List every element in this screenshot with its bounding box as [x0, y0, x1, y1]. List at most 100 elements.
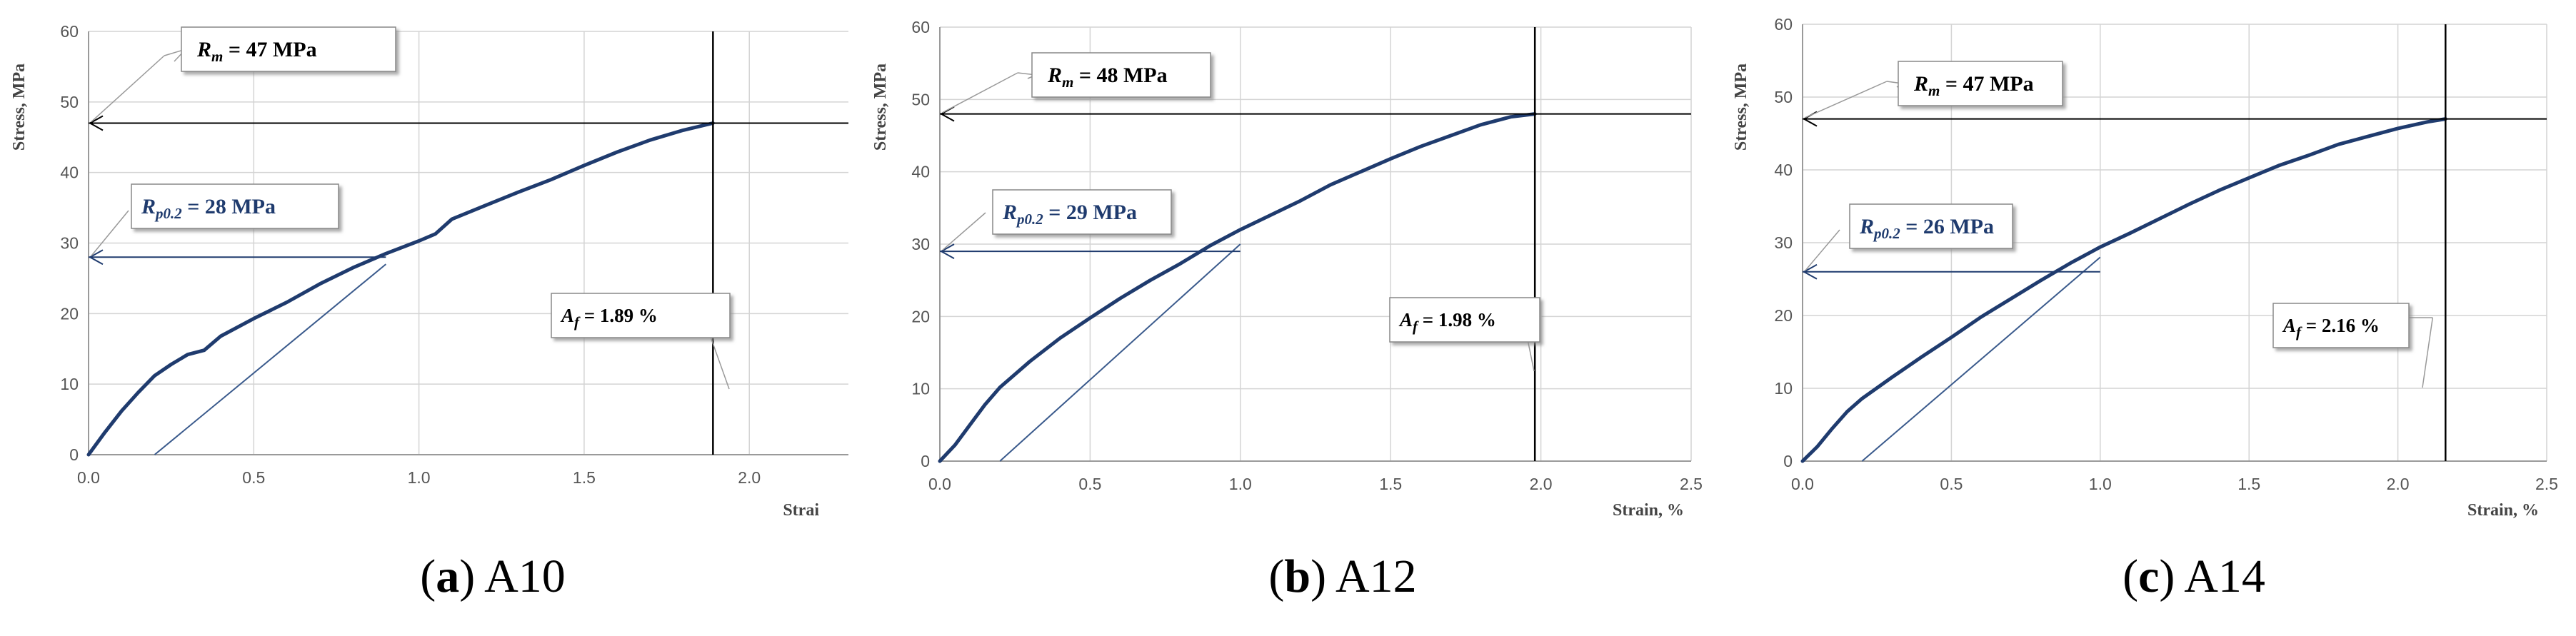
- x-tick-label: 2.5: [1680, 475, 1703, 493]
- af-label-symbol: A: [1398, 309, 1413, 330]
- rm-label: Rm = 47 MPa: [1913, 72, 2034, 99]
- rp-label-value: = 28 MPa: [182, 195, 276, 218]
- rp-label: Rp0.2 = 26 MPa: [1859, 215, 1994, 242]
- y-tick-label: 40: [60, 163, 79, 182]
- y-tick-label: 50: [1774, 88, 1793, 106]
- rm-label-value: = 47 MPa: [1940, 72, 2033, 96]
- chart-panel-a10: 0 10 20 30 40 50 60 0.0 0.5 1.0 1.5 2.0 Stress, MPa S…: [10, 22, 848, 520]
- x-tick-label: 2.0: [738, 468, 761, 487]
- x-axis-title: Strain, %: [1613, 501, 1684, 520]
- rm-callout-box: [181, 26, 396, 72]
- rp-label-symbol: R: [141, 195, 156, 218]
- rm-callout-box: [1031, 52, 1211, 98]
- rp-label-value: = 29 MPa: [1043, 201, 1137, 224]
- x-tick-label: 1.5: [1379, 475, 1402, 493]
- af-callout-leader: [2422, 317, 2434, 388]
- rm-callout-leader: [91, 55, 165, 123]
- caption-a10: (a) A10: [420, 550, 566, 602]
- y-tick-label: 60: [60, 22, 79, 41]
- y-axis-title: Stress, MPa: [1732, 64, 1750, 151]
- y-tick-label: 0: [1783, 452, 1793, 470]
- rp-label-subscript: p0.2: [154, 205, 182, 222]
- chart-panel-a12: 0 10 20 30 40 50 60 0.0 0.5 1.0 1.5 2.0 2.5 Stress, M…: [871, 18, 1703, 520]
- x-tick-label: 0.5: [242, 468, 265, 487]
- caption-sample: A12: [1335, 550, 1417, 602]
- x-tick-label: 2.5: [2535, 475, 2558, 493]
- af-label-value: = 2.16 %: [2301, 315, 2380, 336]
- af-label: Af = 1.98 %: [1398, 309, 1496, 335]
- x-axis-title: Strain, %: [2467, 501, 2539, 520]
- x-tick-label: 0.5: [1078, 475, 1101, 493]
- caption-letter: a: [436, 550, 460, 602]
- af-label-subscript: f: [574, 313, 581, 330]
- rm-callout-box: [1898, 61, 2063, 106]
- rm-callout-leader: [942, 72, 1018, 113]
- chart-panel-a14: 0 10 20 30 40 50 60 0.0 0.5 1.0 1.5 2.0 2.5 Stress, M…: [1732, 15, 2558, 520]
- af-callout-box: [2272, 303, 2410, 348]
- x-axis-title: Strai: [783, 501, 819, 520]
- y-tick-label: 0: [921, 452, 930, 470]
- rp-label-symbol: R: [1859, 215, 1874, 238]
- offset-line: [154, 263, 386, 455]
- af-callout-box: [551, 293, 731, 338]
- x-tick-label: 1.0: [408, 468, 431, 487]
- rm-callout-leader: [1805, 81, 1888, 118]
- y-axis-title: Stress, MPa: [871, 64, 890, 151]
- rm-label-symbol: R: [1913, 72, 1928, 96]
- x-tick-label: 1.5: [573, 468, 596, 487]
- rp-arrow-head: [939, 243, 955, 260]
- stress-strain-curve: [938, 112, 1537, 463]
- rm-label-subscript: m: [1062, 74, 1073, 91]
- stress-strain-curve: [1800, 117, 2447, 463]
- x-tick-label: 1.5: [2237, 475, 2260, 493]
- y-tick-label: 30: [1774, 233, 1793, 252]
- y-tick-label: 10: [1774, 379, 1793, 398]
- af-callout-box: [1389, 297, 1540, 343]
- y-tick-label: 30: [60, 234, 79, 253]
- rp-callout-box: [992, 189, 1172, 235]
- af-label-subscript: f: [1413, 318, 1419, 335]
- rm-label-subscript: m: [1928, 82, 1940, 99]
- rp-callout-leader: [942, 212, 986, 251]
- y-tick-label: 30: [911, 235, 930, 253]
- rp-callout-box: [131, 183, 339, 229]
- rm-label-value: = 48 MPa: [1073, 64, 1167, 87]
- caption-sample: A14: [2184, 550, 2265, 602]
- rp-arrow-head: [88, 249, 104, 266]
- rp-label: Rp0.2 = 29 MPa: [1002, 201, 1137, 228]
- x-tick-label: 0.0: [77, 468, 100, 487]
- y-tick-label: 60: [1774, 15, 1793, 34]
- stress-strain-curve: [86, 121, 715, 457]
- rm-label: Rm = 47 MPa: [196, 38, 317, 65]
- y-tick-label: 50: [60, 93, 79, 111]
- x-tick-label: 0.0: [928, 475, 951, 493]
- x-tick-label: 0.5: [1940, 475, 1963, 493]
- af-label: Af = 2.16 %: [2282, 315, 2380, 340]
- rp-label-subscript: p0.2: [1873, 225, 1900, 242]
- offset-line: [1861, 256, 2101, 462]
- offset-line: [999, 243, 1241, 462]
- rp-label-value: = 26 MPa: [1900, 215, 1994, 238]
- rp-arrow-head: [1802, 263, 1818, 280]
- x-tick-label: 2.0: [1530, 475, 1553, 493]
- y-tick-label: 60: [911, 18, 930, 36]
- af-label-value: = 1.98 %: [1418, 309, 1496, 330]
- x-tick-label: 2.0: [2387, 475, 2410, 493]
- af-label: Af = 1.89 %: [560, 305, 658, 330]
- rp-label-symbol: R: [1002, 201, 1017, 224]
- rp-callout-leader: [91, 210, 129, 256]
- caption-letter: b: [1284, 550, 1311, 602]
- af-label-symbol: A: [560, 305, 574, 326]
- y-tick-label: 10: [60, 375, 79, 393]
- y-tick-label: 20: [60, 304, 79, 323]
- rm-label-subscript: m: [211, 48, 223, 65]
- rm-arrow-head: [88, 115, 104, 131]
- af-label-subscript: f: [2296, 323, 2302, 340]
- x-tick-label: 0.0: [1791, 475, 1814, 493]
- rp-callout-leader: [1805, 229, 1840, 271]
- rm-label-symbol: R: [1047, 64, 1062, 87]
- rp-label: Rp0.2 = 28 MPa: [141, 195, 276, 222]
- y-tick-label: 50: [911, 90, 930, 108]
- rm-label-value: = 47 MPa: [223, 38, 316, 61]
- y-tick-label: 20: [911, 307, 930, 325]
